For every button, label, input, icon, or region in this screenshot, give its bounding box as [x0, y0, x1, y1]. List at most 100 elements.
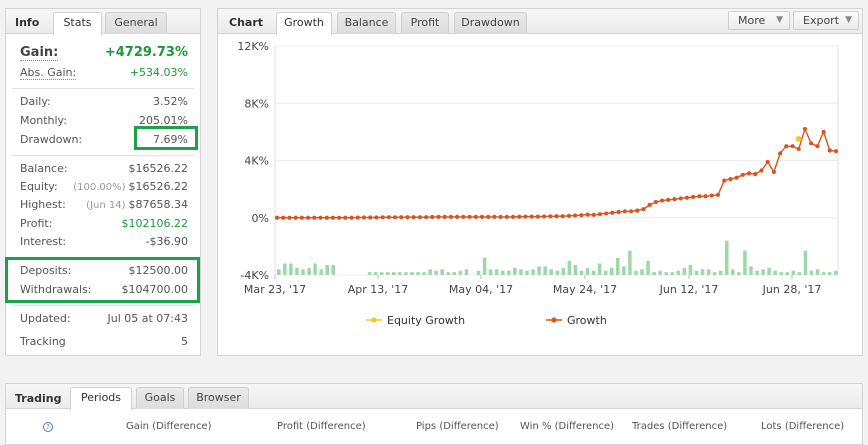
- growth-point: [318, 215, 323, 220]
- volume-bar: [616, 257, 620, 275]
- chart-title: Chart: [229, 16, 264, 29]
- highest-row: Highest: (Jun 14) $87658.34: [20, 198, 188, 214]
- growth-point: [442, 214, 447, 219]
- column-header-gain[interactable]: Gain (Difference): [126, 421, 212, 432]
- info-tabbar: Info Stats General: [6, 9, 200, 35]
- tab-periods[interactable]: Periods: [70, 387, 132, 410]
- volume-bar: [555, 270, 560, 275]
- legend-swatch-marker: [371, 317, 377, 323]
- growth-point: [827, 148, 832, 153]
- growth-point: [374, 215, 379, 220]
- volume-bar: [434, 270, 438, 275]
- highest-date: (Jun 14): [86, 200, 126, 211]
- volume-bar: [422, 272, 426, 275]
- growth-point: [784, 144, 789, 149]
- growth-point: [790, 144, 795, 149]
- growth-point: [535, 214, 540, 219]
- column-header-trades[interactable]: Trades (Difference): [632, 421, 728, 432]
- growth-point: [504, 214, 509, 219]
- volume-bar: [603, 270, 608, 275]
- trading-tabbar: Trading Periods Goals Browser: [6, 384, 862, 410]
- growth-point: [759, 168, 764, 173]
- growth-point: [703, 194, 708, 199]
- volume-bar: [410, 272, 414, 275]
- growth-point: [722, 178, 727, 183]
- growth-point: [597, 212, 603, 217]
- volume-bar: [761, 269, 765, 275]
- volume-bar: [289, 263, 293, 275]
- volume-bar: [531, 269, 535, 275]
- column-header-win[interactable]: Win % (Difference): [520, 421, 614, 432]
- growth-point: [579, 213, 584, 218]
- column-header-pips[interactable]: Pips (Difference): [416, 421, 499, 432]
- growth-point: [299, 215, 304, 220]
- tracking-value: 5: [181, 335, 188, 348]
- column-header-lots[interactable]: Lots (Difference): [761, 421, 845, 432]
- volume-bar: [682, 267, 687, 275]
- tab-general[interactable]: General: [105, 12, 167, 34]
- updated-value: Jul 05 at 07:43: [107, 312, 188, 325]
- growth-point: [417, 215, 422, 220]
- growth-chart[interactable]: 12K% 8K% 4K% 0% -4K%Mar 23, '17 Apr 13, '17 Ma…: [218, 36, 862, 354]
- tab-stats[interactable]: Stats: [53, 12, 102, 35]
- tab-drawdown[interactable]: Drawdown: [454, 12, 527, 34]
- volume-bar: [579, 270, 584, 275]
- export-button[interactable]: Export ▼: [793, 11, 859, 30]
- monthly-label: Monthly:: [20, 114, 67, 127]
- column-header-profit[interactable]: Profit (Difference): [277, 421, 366, 432]
- updated-label: Updated:: [20, 312, 71, 325]
- volume-bar: [821, 272, 826, 275]
- growth-point: [274, 215, 280, 220]
- growth-point: [622, 209, 627, 214]
- volume-bar: [404, 272, 408, 275]
- tab-browser[interactable]: Browser: [188, 387, 249, 409]
- volume-bar: [688, 264, 693, 275]
- monthly-row: Monthly: 205.01%: [20, 114, 188, 130]
- volume-bar: [277, 269, 281, 275]
- volume-bar: [646, 260, 650, 275]
- growth-point: [355, 215, 360, 220]
- volume-bar: [398, 272, 402, 275]
- growth-point: [554, 214, 559, 219]
- volume-bar: [500, 270, 505, 275]
- tab-growth[interactable]: Growth: [276, 12, 332, 35]
- growth-point: [281, 215, 286, 220]
- volume-bar: [307, 267, 311, 275]
- tab-profit[interactable]: Profit: [401, 12, 449, 34]
- volume-bar: [567, 260, 572, 275]
- tracking-row: Tracking 5: [20, 335, 188, 351]
- volume-bar: [373, 272, 378, 275]
- volume-bar: [513, 267, 517, 275]
- help-icon[interactable]: ?: [43, 422, 53, 432]
- growth-point: [697, 194, 702, 199]
- growth-point: [641, 207, 646, 212]
- volume-bar: [712, 272, 717, 275]
- volume-bar: [724, 240, 729, 275]
- abs-gain-value: +534.03%: [129, 66, 188, 79]
- highest-value-group: (Jun 14) $87658.34: [86, 198, 188, 211]
- y-tick-label: 8K%: [244, 97, 269, 110]
- tab-goals[interactable]: Goals: [136, 387, 184, 409]
- growth-point: [684, 195, 690, 200]
- abs-gain-row: Abs. Gain: +534.03%: [20, 66, 188, 82]
- volume-bar: [428, 269, 432, 275]
- growth-point: [778, 151, 783, 156]
- growth-point: [753, 171, 758, 177]
- volume-bar: [827, 272, 832, 275]
- interest-value: -$36.90: [145, 235, 188, 248]
- tab-balance[interactable]: Balance: [337, 12, 396, 34]
- growth-point: [728, 177, 733, 182]
- volume-bar: [791, 270, 796, 275]
- growth-point: [361, 215, 367, 220]
- chevron-down-icon: ▼: [776, 15, 783, 25]
- equity-percent: (100.00%): [73, 182, 126, 193]
- equity-row: Equity: (100.00%) $16526.22: [20, 180, 188, 196]
- profit-row: Profit: $102106.22: [20, 217, 188, 233]
- volume-bar: [833, 270, 838, 275]
- growth-point: [541, 214, 547, 219]
- more-button[interactable]: More ▼: [728, 11, 790, 30]
- volume-bar: [749, 266, 753, 275]
- growth-point: [448, 214, 454, 219]
- growth-point: [734, 175, 739, 180]
- y-tick-label: -4K%: [240, 269, 269, 282]
